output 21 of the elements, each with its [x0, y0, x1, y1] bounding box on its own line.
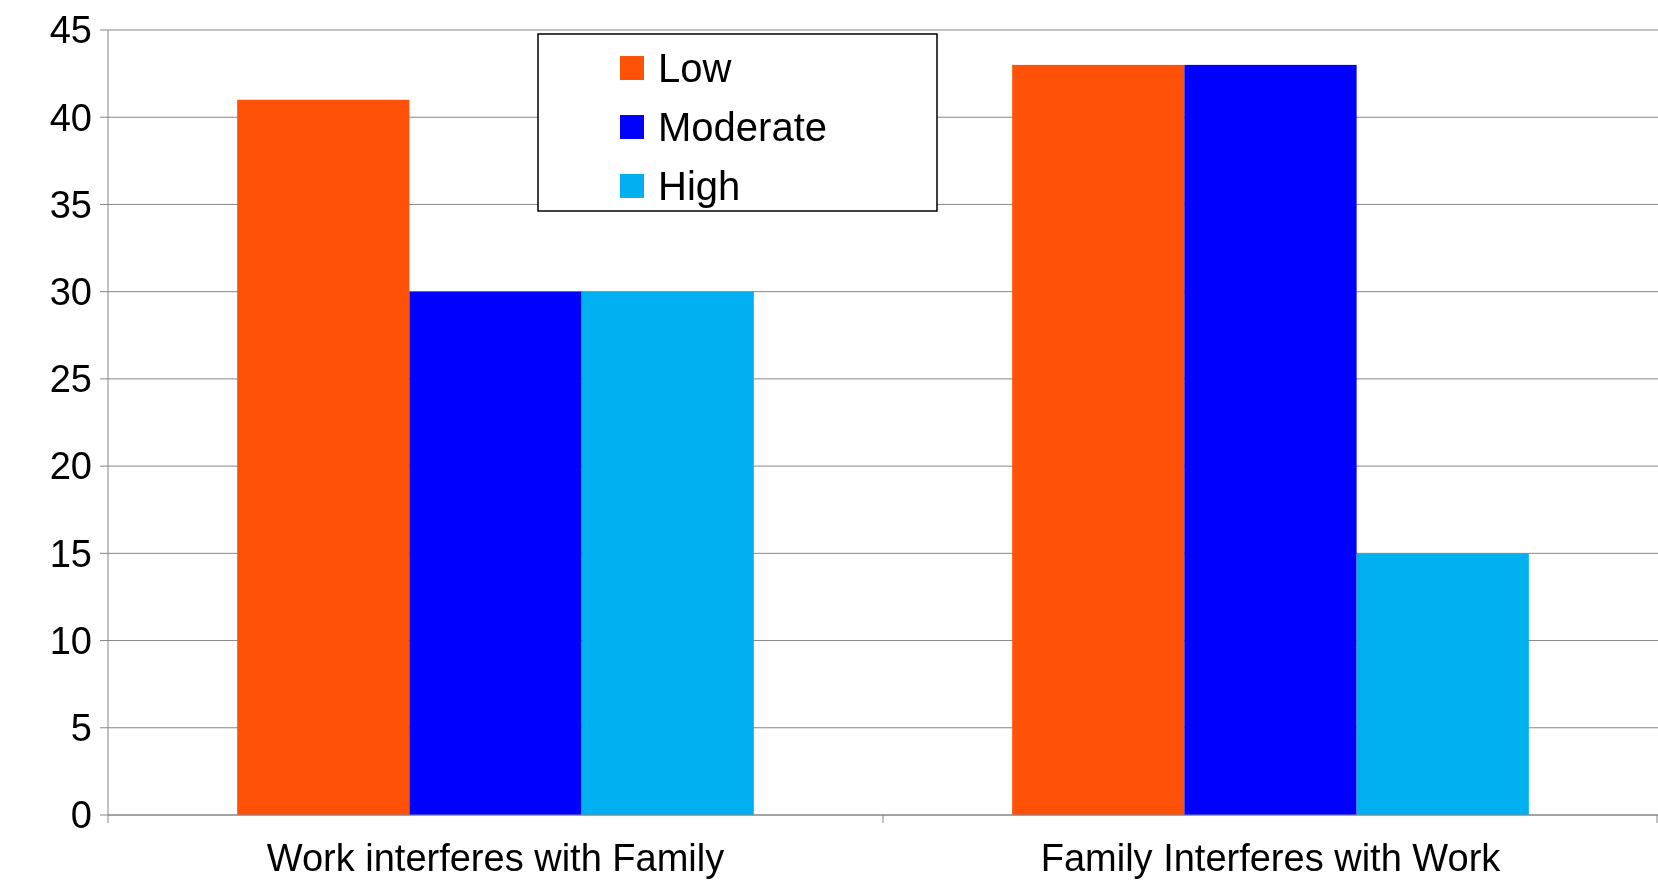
y-tick-label: 20 [49, 445, 92, 488]
x-tick-label: Work interferes with Family [266, 837, 725, 879]
y-tick-label: 5 [70, 707, 92, 750]
bar [237, 99, 410, 815]
legend-label: High [658, 164, 741, 208]
x-tick-label: Family Interferes with Work [1040, 837, 1502, 879]
y-tick-label: 40 [49, 96, 92, 139]
bar [1184, 64, 1357, 815]
y-tick-label: 25 [49, 358, 92, 401]
bar [1356, 553, 1529, 815]
y-tick-label: 15 [49, 532, 92, 575]
y-tick-label: 0 [70, 794, 92, 837]
bar [409, 291, 582, 815]
legend-label: Low [658, 46, 732, 90]
bar [1012, 64, 1185, 815]
y-tick-label: 10 [49, 619, 92, 662]
bar [581, 291, 754, 815]
legend-label: Moderate [658, 105, 827, 149]
y-tick-label: 35 [49, 183, 92, 226]
y-tick-label: 45 [49, 9, 92, 52]
y-tick-label: 30 [49, 270, 92, 313]
